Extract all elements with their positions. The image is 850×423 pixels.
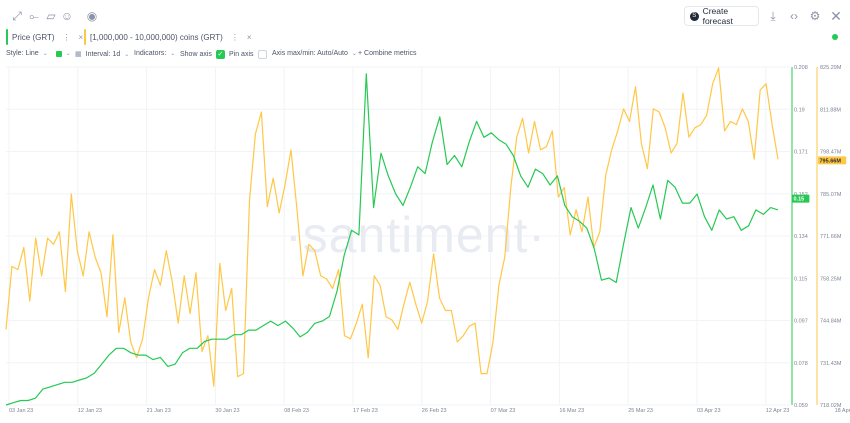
pin-axis-toggle[interactable]: Pin axis — [229, 50, 267, 59]
line-tool-icon[interactable]: ⟜ — [29, 9, 39, 23]
holdings-tick-label: 798.47M — [820, 150, 842, 156]
color-swatch[interactable] — [55, 50, 62, 57]
santiment-watermark: ·santiment· — [285, 207, 546, 263]
more-options-icon[interactable]: ⋮ — [62, 32, 71, 42]
price-tick-label: 0.19 — [794, 107, 805, 113]
pin-axis-checkbox[interactable] — [257, 50, 267, 59]
metric-chip-price[interactable]: Price (GRT) ⋮ × — [6, 29, 83, 45]
remove-metric-icon[interactable]: × — [78, 32, 84, 42]
chevron-down-icon: ⌄ — [124, 51, 130, 58]
note-icon[interactable]: ▱ — [46, 9, 56, 23]
gear-icon[interactable]: ⚙ — [809, 9, 821, 23]
embed-icon[interactable]: ‹› — [790, 9, 798, 23]
x-axis: 03 Jan 23 12 Jan 23 21 Jan 23 30 Jan 23 08 F… — [9, 408, 850, 414]
price-tick-label: 0.134 — [794, 234, 808, 240]
metric-color-bar — [84, 29, 86, 45]
series-price — [5, 73, 779, 406]
x-tick-label: 12 Jan 23 — [78, 408, 102, 414]
chart-settings-row: Style: Line ⌄ ⌄ ▦ Interval: 1d ⌄ Indicat… — [0, 48, 850, 62]
series-holdings — [5, 67, 779, 387]
x-tick-label: 08 Feb 23 — [284, 408, 309, 414]
x-tick-label: 03 Jan 23 — [9, 408, 33, 414]
price-line — [5, 73, 779, 406]
show-axis-toggle[interactable]: Show axis ✓ — [180, 50, 225, 59]
style-label: Style: Line — [6, 50, 39, 57]
chart-grid — [6, 66, 790, 406]
price-current-value-tag: 0.15 — [794, 197, 805, 203]
x-tick-label: 21 Jan 23 — [147, 408, 171, 414]
price-axis: 0.2080.190.1710.1520.1340.1150.0970.0780… — [791, 65, 808, 409]
holdings-tick-label: 825.29M — [820, 65, 842, 71]
holdings-tick-label: 718.02M — [820, 403, 842, 409]
x-tick-label: 26 Feb 23 — [422, 408, 447, 414]
forecast-icon: S — [690, 11, 699, 21]
x-tick-label: 30 Jan 23 — [215, 408, 239, 414]
chevron-down-icon: ⌄ — [65, 51, 71, 57]
holdings-current-value-tag: 795.66M — [820, 158, 842, 164]
indicators-label: Indicators: — [134, 50, 167, 57]
top-toolbar: ⤢ ⟜ ▱ ☺ ◉ S Create forecast ⤓ ‹› ⚙ ✕ — [0, 0, 850, 32]
eye-icon[interactable]: ◉ — [86, 9, 98, 23]
show-axis-checkbox[interactable]: ✓ — [215, 50, 225, 59]
price-tick-label: 0.078 — [794, 361, 808, 367]
x-tick-label: 16 Mar 23 — [559, 408, 584, 414]
holdings-tick-label: 744.84M — [820, 319, 842, 325]
more-options-icon[interactable]: ⋮ — [230, 32, 239, 42]
indicators-selector[interactable]: Indicators: ⌄ — [134, 50, 175, 57]
holdings-tick-label: 811.88M — [820, 107, 841, 113]
holdings-current-value-tag-bg — [818, 156, 847, 165]
interval-label: Interval: 1d — [85, 50, 121, 58]
current-value-tags: 0.15 795.66M — [792, 156, 847, 203]
holdings-tick-label: 771.66M — [820, 234, 842, 240]
show-axis-label: Show axis — [180, 51, 212, 58]
create-forecast-label: Create forecast — [702, 6, 733, 26]
price-current-value-tag-bg — [792, 194, 810, 203]
download-icon[interactable]: ⤓ — [770, 9, 776, 23]
calendar-icon: ▦ — [75, 51, 82, 58]
chevron-down-icon: ⌄ — [351, 51, 357, 57]
holdings-tick-label: 758.25M — [820, 276, 842, 282]
emoji-icon[interactable]: ☺ — [60, 9, 74, 23]
pin-axis-label: Pin axis — [229, 51, 254, 58]
metric-color-bar — [6, 29, 8, 45]
x-tick-label: 18 Apr 23 — [835, 408, 850, 414]
price-tick-label: 0.208 — [794, 65, 808, 71]
price-tick-label: 0.059 — [794, 403, 808, 409]
metric-chip-holdings[interactable]: [1,000,000 - 10,000,000) coins (GRT) ⋮ × — [84, 29, 252, 45]
chevron-down-icon: ⌄ — [42, 51, 48, 57]
price-tick-label: 0.097 — [794, 319, 808, 325]
metric-label-holdings: [1,000,000 - 10,000,000) coins (GRT) — [90, 32, 223, 42]
interval-selector[interactable]: ▦ Interval: 1d ⌄ — [75, 50, 130, 59]
axis-max-min-label: Axis max/min: Auto/Auto — [272, 50, 348, 57]
expand-icon[interactable]: ⤢ — [12, 9, 22, 23]
price-tick-label: 0.171 — [794, 150, 808, 156]
live-status-dot — [832, 34, 838, 40]
combine-metrics-button[interactable]: + Combine metrics — [358, 50, 417, 57]
remove-metric-icon[interactable]: × — [246, 32, 252, 42]
x-tick-label: 12 Apr 23 — [766, 408, 790, 414]
x-tick-label: 03 Apr 23 — [697, 408, 721, 414]
metric-label-price: Price (GRT) — [12, 32, 55, 42]
x-tick-label: 07 Mar 23 — [491, 408, 516, 414]
price-tick-label: 0.115 — [794, 276, 807, 282]
axis-max-min-selector[interactable]: Axis max/min: Auto/Auto ⌄ — [272, 50, 357, 57]
style-selector[interactable]: Style: Line ⌄ ⌄ — [6, 50, 71, 57]
holdings-tick-label: 731.43M — [820, 361, 842, 367]
line-chart[interactable]: ·santiment· 0.2080.190.1710.1520.1340.11… — [0, 62, 850, 423]
holdings-tick-label: 785.07M — [820, 192, 842, 198]
holdings-line — [5, 67, 779, 387]
chevron-down-icon: ⌄ — [170, 51, 176, 57]
x-tick-label: 17 Feb 23 — [353, 408, 378, 414]
combine-metrics-label: + Combine metrics — [358, 50, 417, 57]
create-forecast-button[interactable]: S Create forecast — [684, 6, 759, 26]
holdings-axis: 825.29M 811.88M 798.47M 785.07M 771.66M 758.2… — [816, 65, 842, 409]
close-icon[interactable]: ✕ — [830, 8, 842, 24]
x-tick-label: 25 Mar 23 — [628, 408, 653, 414]
